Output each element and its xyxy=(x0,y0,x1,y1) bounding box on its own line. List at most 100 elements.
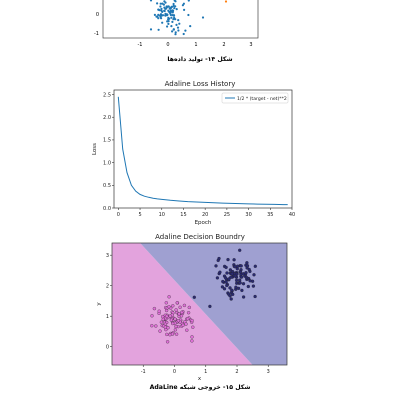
top-data-point xyxy=(178,22,181,25)
top-data-point xyxy=(161,14,165,17)
class-1-point xyxy=(222,287,227,291)
class-0-point xyxy=(184,322,188,326)
top-x-tick: 2 xyxy=(222,42,225,48)
class-0-point xyxy=(165,332,169,337)
top-data-point xyxy=(159,14,162,17)
top-data-point xyxy=(172,2,175,6)
top-data-point xyxy=(182,32,185,36)
top-data-point xyxy=(177,29,180,32)
top-data-point xyxy=(160,9,163,12)
class-0-point xyxy=(186,311,191,315)
class-1-point xyxy=(236,286,241,291)
class-1-point xyxy=(232,258,236,262)
class-0-region xyxy=(112,243,253,365)
top-data-point xyxy=(167,22,170,25)
top-data-point xyxy=(175,23,178,26)
top-data-point xyxy=(170,25,173,28)
boundary-y-tick-label: 0 xyxy=(106,345,109,351)
class-0-point xyxy=(180,310,184,315)
loss-x-tick-label: 10 xyxy=(159,212,165,218)
top-data-point xyxy=(172,28,175,31)
loss-legend-label: 1/2 * (target - net)**2 xyxy=(237,96,287,102)
class-0-point xyxy=(165,340,170,344)
loss-y-axis-label: Loss xyxy=(92,143,98,155)
top-data-point xyxy=(157,28,160,31)
class-1-point xyxy=(229,297,233,301)
top-data-point xyxy=(169,12,172,15)
class-0-point xyxy=(177,312,181,316)
class-1-point xyxy=(239,275,244,279)
class-1-point xyxy=(214,264,218,268)
loss-y-tick-label: 2.5 xyxy=(103,92,111,98)
loss-x-tick-label: 5 xyxy=(138,212,141,218)
top-data-point xyxy=(170,5,174,8)
class-0-point xyxy=(190,335,194,339)
top-data-point xyxy=(157,17,160,20)
class-0-point xyxy=(161,314,165,319)
boundary-x-tick-label: 0 xyxy=(173,369,176,375)
class-0-point xyxy=(157,309,161,313)
loss-y-tick-label: 1.0 xyxy=(103,160,111,166)
class-1-point xyxy=(238,270,243,274)
class-1-point xyxy=(230,272,234,276)
class-0-point xyxy=(173,317,177,321)
class-1-point xyxy=(224,265,228,270)
class-1-point xyxy=(244,271,248,275)
top-data-point xyxy=(171,30,174,33)
class-1-point xyxy=(225,283,229,288)
class-1-point xyxy=(233,274,237,278)
class-0-point xyxy=(182,303,187,308)
class-1-point xyxy=(230,288,234,292)
top-x-tick: -1 xyxy=(138,42,143,48)
top-data-point xyxy=(166,25,169,28)
loss-x-axis-label: Epoch xyxy=(195,220,212,226)
loss-y-tick-label: 0.0 xyxy=(103,206,111,212)
boundary-chart-title: Adaline Decision Boundry xyxy=(155,233,245,241)
top-data-point xyxy=(169,9,172,12)
class-0-point xyxy=(165,314,169,318)
top-data-point xyxy=(157,13,160,16)
loss-y-tick-label: 1.5 xyxy=(103,138,111,144)
class-1-point xyxy=(238,278,242,282)
class-0-point xyxy=(174,324,178,329)
class-1-point xyxy=(218,270,222,274)
class-1-region xyxy=(140,243,287,365)
class-1-point xyxy=(216,258,220,263)
loss-y-tick-label: 0.5 xyxy=(103,183,111,189)
class-1-point xyxy=(229,275,233,279)
class-1-point xyxy=(228,286,232,290)
class-0-point xyxy=(174,332,179,336)
top-data-point xyxy=(183,8,186,11)
class-0-point xyxy=(154,324,158,328)
top-plot-frame xyxy=(102,0,259,39)
top-data-point xyxy=(163,6,166,9)
top-data-point xyxy=(172,14,176,17)
top-data-point xyxy=(169,6,172,10)
class-0-point xyxy=(164,301,168,305)
top-data-point xyxy=(149,0,153,2)
loss-x-tick-label: 25 xyxy=(224,212,230,218)
class-1-point xyxy=(239,264,243,268)
loss-x-tick-label: 15 xyxy=(180,212,186,218)
class-1-point xyxy=(228,268,233,272)
class-1-point xyxy=(241,295,246,299)
class-0-point xyxy=(161,317,165,321)
boundary-y-tick-label: 2 xyxy=(106,284,109,290)
class-0-point xyxy=(191,325,195,329)
class-0-point xyxy=(152,306,157,311)
boundary-x-tick-label: 2 xyxy=(235,369,238,375)
top-data-point xyxy=(171,20,174,23)
top-data-point xyxy=(155,15,158,18)
top-data-point xyxy=(163,0,166,3)
class-1-point xyxy=(228,294,232,298)
class-0-point xyxy=(176,319,181,323)
loss-x-tick-label: 40 xyxy=(289,212,295,218)
class-0-point xyxy=(190,318,194,323)
class-1-point xyxy=(225,271,229,275)
class-1-point xyxy=(234,285,238,289)
top-y-tick: 0 xyxy=(96,12,99,18)
class-1-point xyxy=(223,276,228,280)
loss-x-tick-label: 0 xyxy=(117,212,120,218)
top-data-point xyxy=(161,21,164,24)
